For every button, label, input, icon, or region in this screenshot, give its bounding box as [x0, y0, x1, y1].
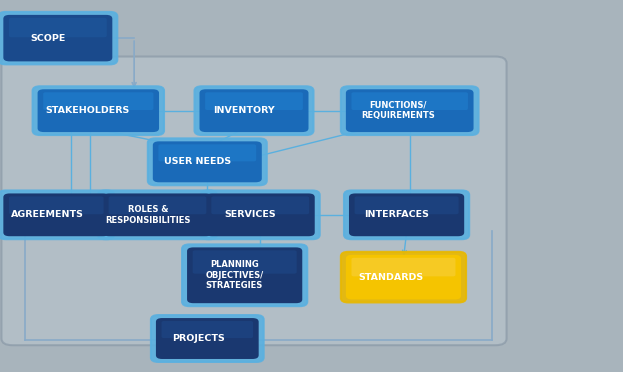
FancyBboxPatch shape [351, 92, 468, 110]
Text: STANDARDS: STANDARDS [359, 273, 424, 282]
FancyBboxPatch shape [206, 193, 315, 236]
FancyBboxPatch shape [9, 18, 107, 37]
Text: ROLES &
RESPONSIBILITIES: ROLES & RESPONSIBILITIES [105, 205, 191, 225]
FancyBboxPatch shape [9, 196, 103, 214]
FancyBboxPatch shape [156, 318, 259, 359]
FancyBboxPatch shape [211, 196, 309, 214]
FancyBboxPatch shape [351, 258, 455, 276]
FancyBboxPatch shape [103, 193, 212, 236]
FancyBboxPatch shape [187, 247, 302, 303]
FancyBboxPatch shape [148, 138, 267, 185]
FancyBboxPatch shape [193, 250, 297, 274]
FancyBboxPatch shape [344, 190, 469, 239]
FancyBboxPatch shape [0, 190, 114, 239]
FancyBboxPatch shape [43, 92, 153, 110]
Text: INVENTORY: INVENTORY [214, 106, 275, 115]
FancyBboxPatch shape [151, 315, 264, 362]
FancyBboxPatch shape [98, 190, 217, 239]
Text: INTERFACES: INTERFACES [364, 210, 429, 219]
FancyBboxPatch shape [37, 89, 159, 132]
FancyBboxPatch shape [182, 244, 307, 306]
FancyBboxPatch shape [349, 193, 464, 236]
FancyBboxPatch shape [199, 89, 308, 132]
FancyBboxPatch shape [108, 196, 206, 214]
Text: STAKEHOLDERS: STAKEHOLDERS [45, 106, 130, 115]
Text: USER NEEDS: USER NEEDS [164, 157, 231, 166]
Text: PROJECTS: PROJECTS [172, 334, 225, 343]
FancyBboxPatch shape [1, 57, 506, 345]
FancyBboxPatch shape [153, 141, 262, 182]
FancyBboxPatch shape [194, 86, 313, 135]
FancyBboxPatch shape [3, 193, 109, 236]
FancyBboxPatch shape [32, 86, 164, 135]
FancyBboxPatch shape [205, 92, 303, 110]
FancyBboxPatch shape [341, 252, 466, 302]
FancyBboxPatch shape [354, 196, 459, 214]
FancyBboxPatch shape [158, 144, 256, 161]
Text: SCOPE: SCOPE [31, 33, 66, 43]
FancyBboxPatch shape [161, 321, 253, 338]
FancyBboxPatch shape [201, 190, 320, 239]
Text: FUNCTIONS/
REQUIREMENTS: FUNCTIONS/ REQUIREMENTS [361, 101, 435, 121]
Text: SERVICES: SERVICES [225, 210, 277, 219]
FancyBboxPatch shape [346, 255, 461, 299]
Text: AGREEMENTS: AGREEMENTS [11, 210, 83, 219]
Text: PLANNING
OBJECTIVES/
STRATEGIES: PLANNING OBJECTIVES/ STRATEGIES [206, 260, 264, 290]
FancyBboxPatch shape [346, 89, 473, 132]
FancyBboxPatch shape [341, 86, 478, 135]
FancyBboxPatch shape [3, 15, 112, 61]
FancyBboxPatch shape [0, 12, 117, 64]
